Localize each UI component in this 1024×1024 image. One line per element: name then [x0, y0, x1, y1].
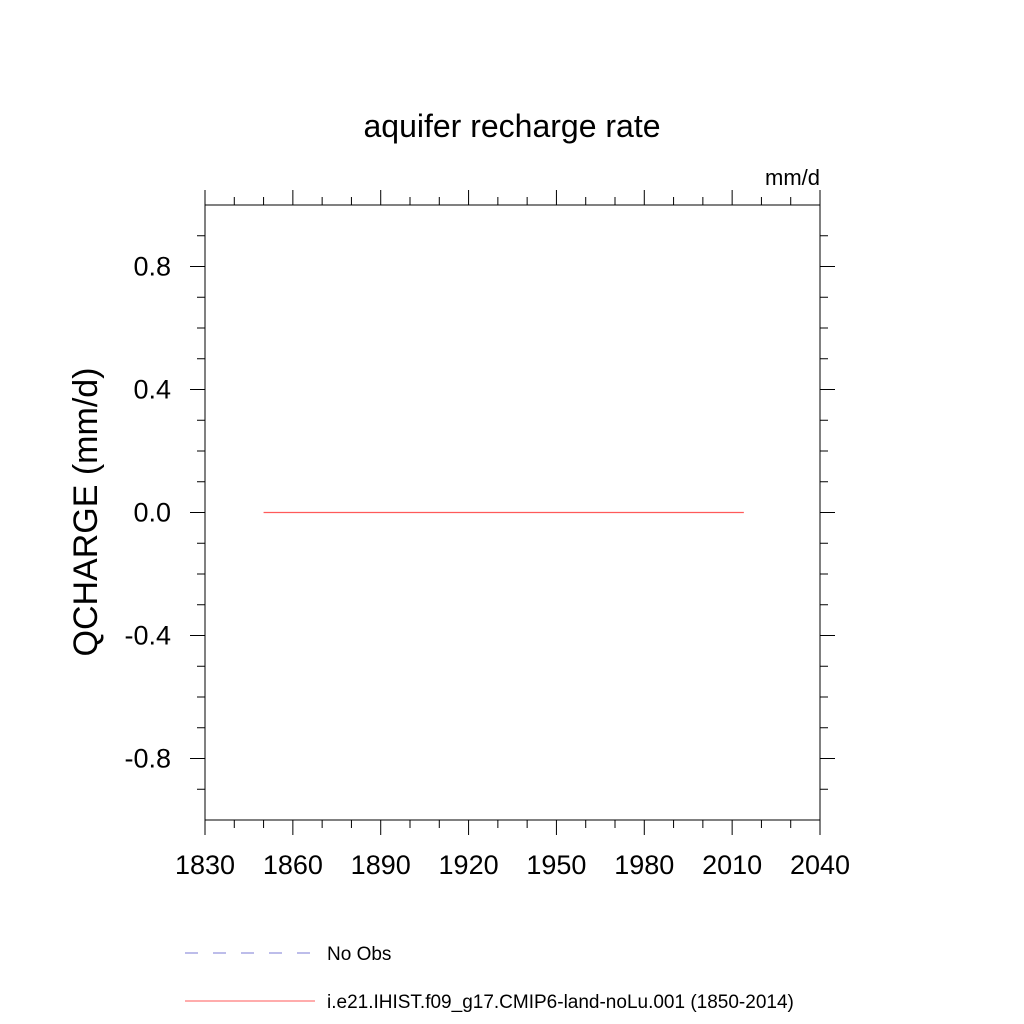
legend: No Obs i.e21.IHIST.f09_g17.CMIP6-land-no…	[185, 944, 794, 1013]
y-tick-label: -0.8	[124, 744, 171, 774]
y-tick-label: 0.4	[133, 375, 171, 405]
x-tick-label: 2010	[702, 850, 762, 880]
legend-label-no-obs: No Obs	[327, 944, 391, 965]
x-tick-label: 1890	[351, 850, 411, 880]
x-tick-label: 2040	[790, 850, 850, 880]
units-label: mm/d	[765, 165, 820, 190]
y-tick-label: -0.4	[124, 621, 171, 651]
chart-title: aquifer recharge rate	[363, 108, 660, 144]
x-tick-label: 1980	[614, 850, 674, 880]
axis-ticks: 1830 1860 1890 1920 1950 1980 2010 2040 -0.8 -0.4…	[124, 190, 850, 880]
y-tick-label: 0.8	[133, 252, 171, 282]
x-tick-label: 1830	[175, 850, 235, 880]
y-axis-label: QCHARGE (mm/d)	[67, 368, 105, 657]
legend-label-model-run: i.e21.IHIST.f09_g17.CMIP6-land-noLu.001 …	[327, 992, 794, 1013]
x-tick-label: 1950	[526, 850, 586, 880]
x-tick-label: 1920	[439, 850, 499, 880]
x-tick-label: 1860	[263, 850, 323, 880]
y-tick-label: 0.0	[133, 498, 171, 528]
